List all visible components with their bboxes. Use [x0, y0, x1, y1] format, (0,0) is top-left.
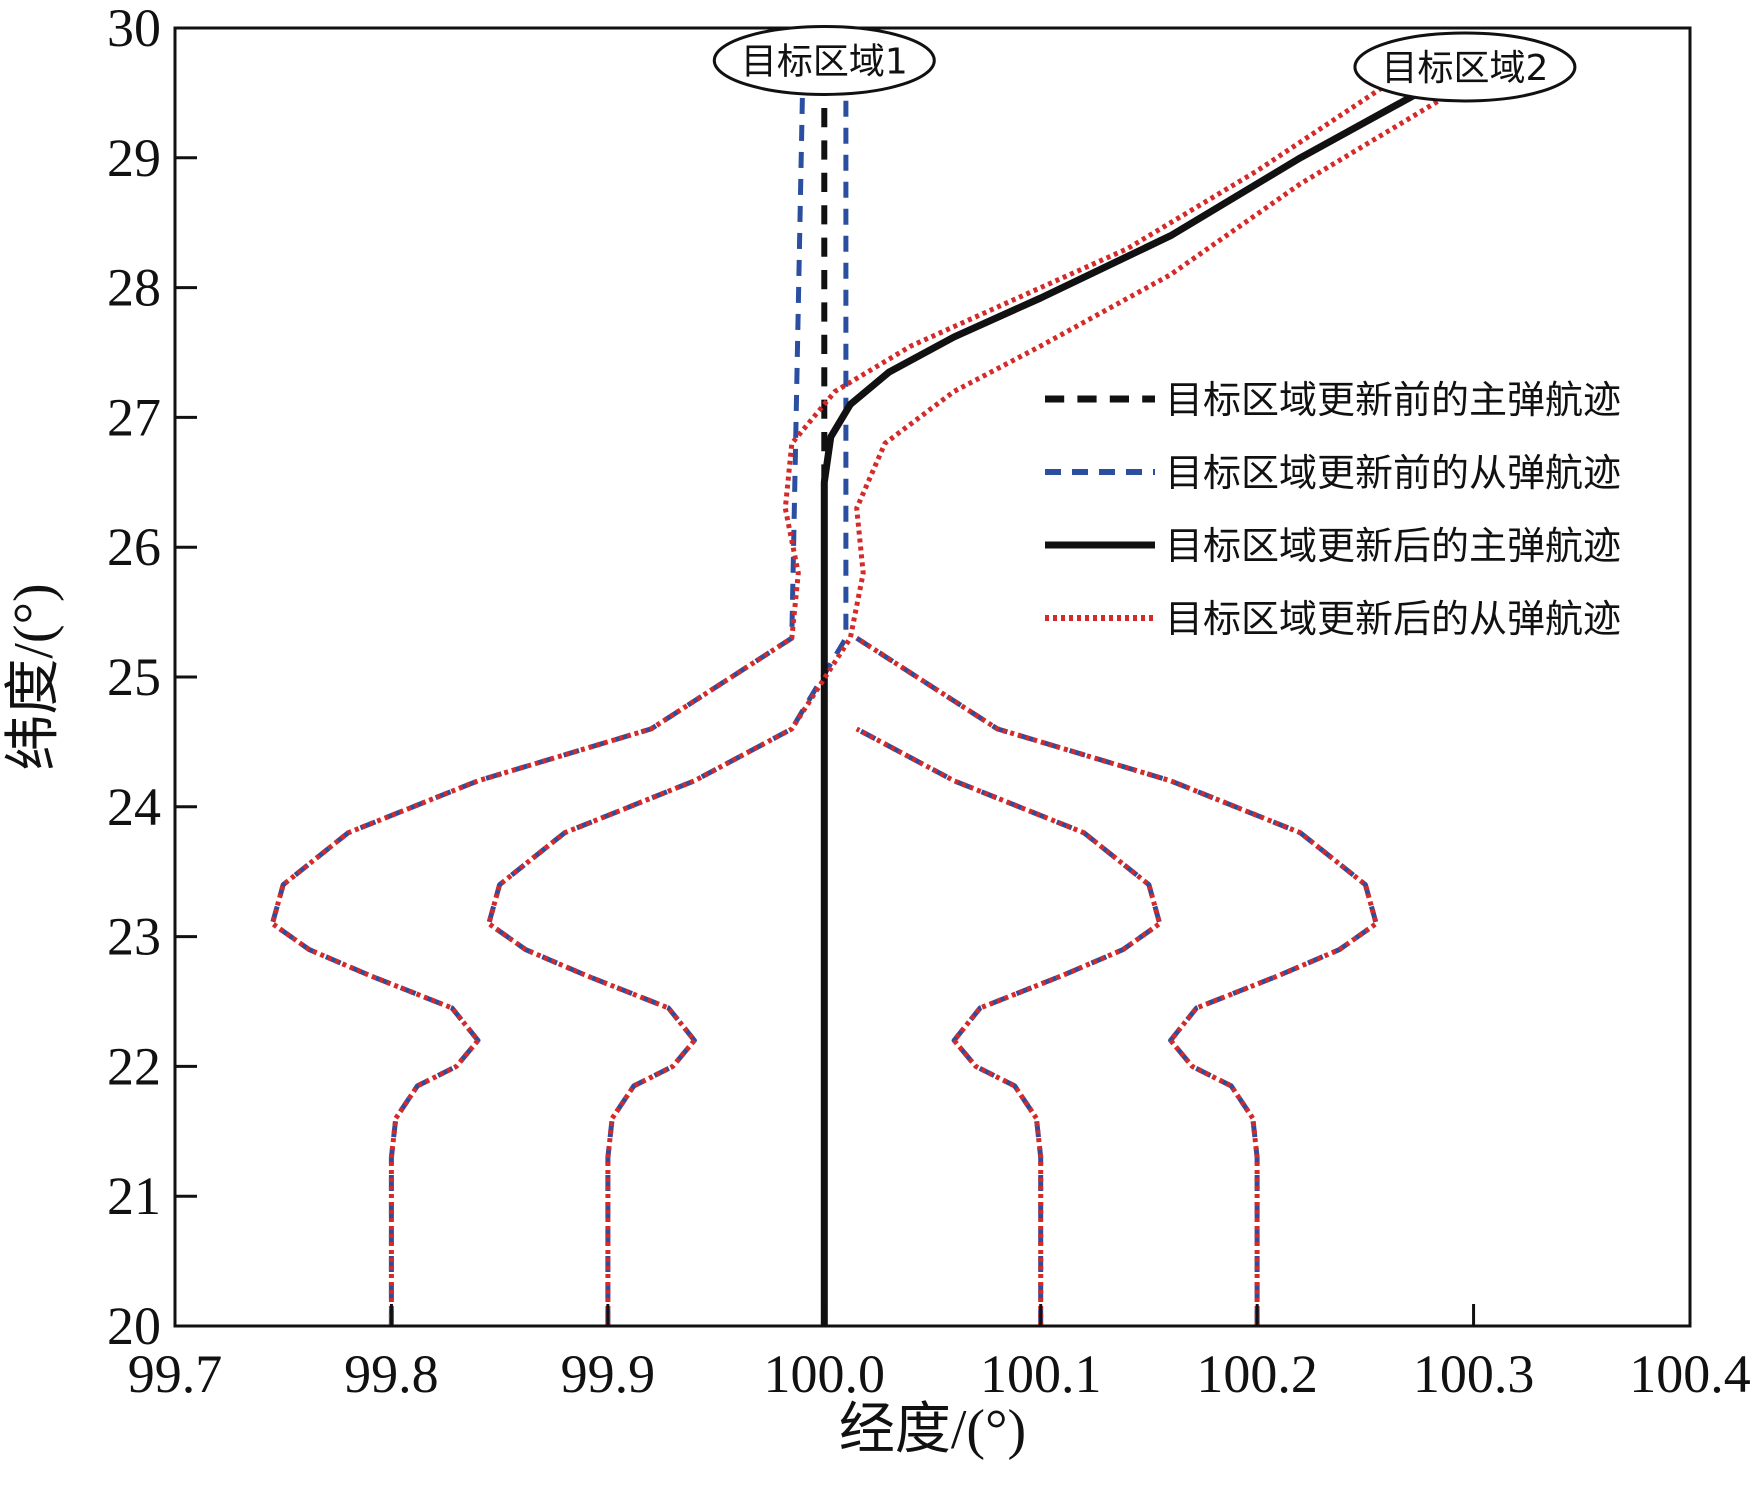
series-4: [269, 75, 1454, 1326]
legend: 目标区域更新前的主弹航迹目标区域更新前的从弹航迹目标区域更新后的主弹航迹目标区域…: [1045, 378, 1621, 641]
legend-label: 目标区域更新后的从弹航迹: [1165, 597, 1621, 641]
x-tick-label: 99.9: [561, 1344, 656, 1404]
y-tick-label: 25: [107, 647, 161, 707]
x-tick-label: 100.0: [764, 1344, 886, 1404]
series-2-line-2: [486, 86, 849, 1326]
ticks-layer: 99.7 99.8 99.9 100.0 100.1 100.2 100.3 100.4 20 2…: [107, 0, 1751, 1404]
y-tick-label: 22: [107, 1036, 161, 1096]
y-tick-label: 23: [107, 907, 161, 967]
x-tick-label: 100.3: [1413, 1344, 1535, 1404]
x-tick-label: 100.1: [980, 1344, 1102, 1404]
series-2-line-1: [269, 86, 806, 1326]
x-tick-label: 99.8: [344, 1344, 439, 1404]
y-tick-label: 21: [107, 1166, 161, 1226]
series-2-line-4: [855, 635, 1379, 1326]
y-axis-title: 纬度/(°): [3, 583, 65, 770]
plot-frame: [173, 26, 1692, 1328]
target-region-text: 目标区域2: [1381, 48, 1548, 89]
y-tick-label: 27: [107, 387, 161, 447]
x-tick-label: 100.4: [1629, 1344, 1751, 1404]
annotation-layer: 目标区域1 目标区域2: [712, 24, 1577, 103]
legend-item-2: 目标区域更新前的从弹航迹: [1045, 451, 1621, 495]
legend-label: 目标区域更新后的主弹航迹: [1165, 524, 1621, 568]
target-region-ellipse: [1353, 31, 1577, 103]
legend-label: 目标区域更新前的从弹航迹: [1165, 451, 1621, 495]
series-3: [820, 83, 1432, 1326]
legend-item-1: 目标区域更新前的主弹航迹: [1045, 378, 1621, 422]
y-tick-label: 28: [107, 258, 161, 318]
target-region-text: 目标区域1: [741, 41, 908, 82]
series-2-line-3: [855, 726, 1163, 1326]
legend-item-4: 目标区域更新后的从弹航迹: [1045, 597, 1621, 641]
target-region-label-2: 目标区域2: [1353, 31, 1577, 103]
target-region-ellipse: [712, 24, 936, 96]
y-tick-label: 24: [107, 777, 161, 837]
legend-label: 目标区域更新前的主弹航迹: [1165, 378, 1621, 422]
series-layer: [269, 75, 1454, 1326]
series-4-line-4: [855, 635, 1379, 1326]
legend-item-3: 目标区域更新后的主弹航迹: [1045, 524, 1621, 568]
series-4-line-2: [486, 90, 1454, 1326]
y-tick-label: 26: [107, 517, 161, 577]
y-tick-label: 20: [107, 1296, 161, 1356]
series-4-line-3: [855, 726, 1163, 1326]
series-4-line-1: [269, 75, 1400, 1326]
x-tick-label: 99.7: [128, 1344, 223, 1404]
target-region-label-1: 目标区域1: [712, 24, 936, 96]
x-axis-title: 经度/(°): [839, 1399, 1026, 1461]
y-tick-label: 30: [107, 0, 161, 58]
y-tick-label: 29: [107, 128, 161, 188]
series-3-line-1: [820, 83, 1432, 1326]
x-tick-label: 100.2: [1196, 1344, 1318, 1404]
